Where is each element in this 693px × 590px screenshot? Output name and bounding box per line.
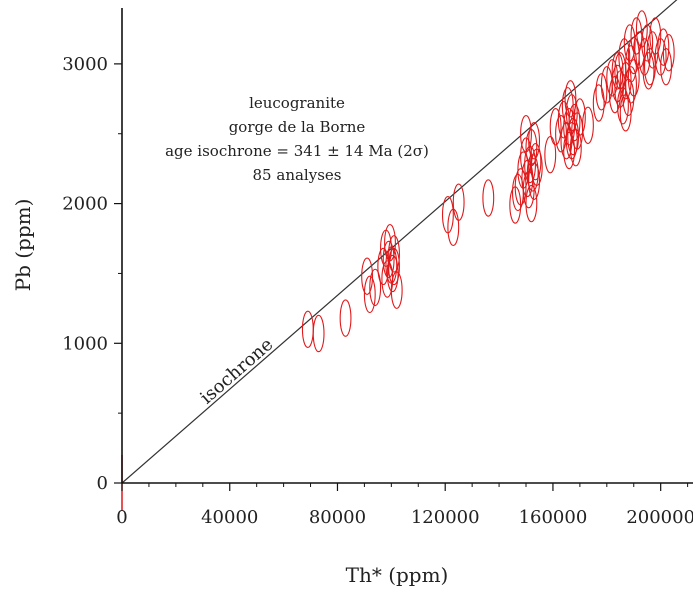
data-point [529,142,542,181]
data-point [611,64,624,103]
y-tick-label: 3000 [62,54,108,75]
data-point [384,223,396,262]
data-point [633,31,646,69]
data-point [369,268,382,307]
x-tick-label: 120000 [411,507,480,528]
data-point [339,299,352,337]
data-point [544,135,557,174]
y-axis-title: Pb (ppm) [11,199,35,292]
data-point [312,314,325,353]
data-point [623,24,636,62]
isochrone-line [121,0,678,484]
data-point [386,254,399,293]
data-point [520,115,532,153]
data-point [614,52,627,90]
isochrone-label: isochrone [196,334,277,408]
data-point [482,179,495,217]
data-point [611,52,624,90]
data-point [568,103,581,142]
x-tick-label: 200000 [626,507,693,528]
data-point [592,84,605,122]
x-axis-title: Th* (ppm) [346,563,449,587]
annotation-line: gorge de la Borne [229,118,366,136]
annotation-line: 85 analyses [253,166,342,184]
data-point [525,184,538,223]
y-tick-label: 2000 [62,194,108,215]
x-tick-label: 0 [116,507,127,528]
data-point [627,59,640,97]
data-point [528,162,541,200]
data-point [654,38,667,76]
data-point [657,28,670,66]
data-point [595,73,608,111]
data-point [565,122,578,160]
data-point [528,122,541,160]
data-point [564,80,577,118]
data-point [363,275,376,314]
annotation-block: leucogranite gorge de la Borne age isochro… [165,94,429,408]
annotation-line: age isochrone = 341 ± 14 Ma (2σ) [165,142,429,160]
data-point [361,257,374,295]
data-point [619,94,632,132]
data-point [381,260,394,298]
data-point [625,66,637,104]
data-point [662,33,675,72]
data-point [582,106,594,145]
data-point [573,98,586,136]
x-tick-label: 160000 [519,507,588,528]
data-point [522,170,535,209]
data-point [382,240,395,279]
y-tick-label: 0 [97,473,108,494]
data-point [530,148,543,186]
data-point [549,108,562,146]
data-point [514,168,527,206]
data-point [388,247,400,286]
data-point [660,47,673,86]
data-point [301,310,314,349]
data-point [563,131,576,170]
plot-area [121,0,678,511]
annotation-line: leucogranite [249,94,345,112]
data-point [642,52,655,90]
y-tick-label: 1000 [62,333,108,354]
data-point [560,122,573,160]
x-tick-label: 80000 [309,507,366,528]
data-point [641,24,654,62]
x-tick-label: 40000 [201,507,258,528]
data-point [563,108,576,146]
axes: 0 40000 80000 120000 160000 200000 0 1000 2000 30… [62,8,693,528]
data-point [452,183,465,221]
data-point [388,235,400,273]
data-point [627,36,640,75]
